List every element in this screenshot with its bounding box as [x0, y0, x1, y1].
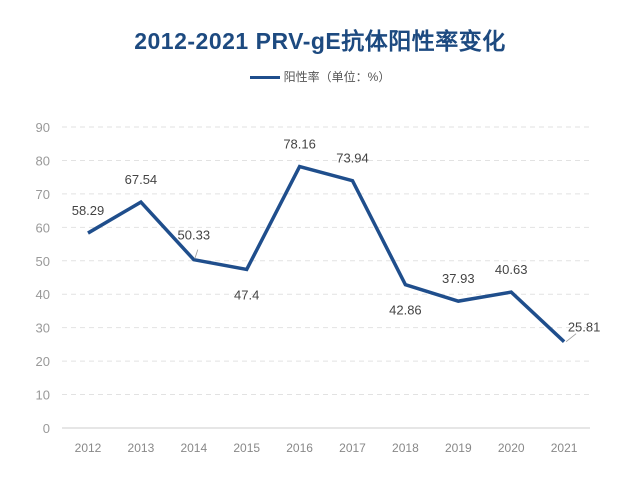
data-label: 58.29: [72, 203, 105, 218]
x-tick-label: 2018: [392, 441, 419, 455]
y-tick-label: 10: [36, 388, 50, 403]
y-tick-label: 80: [36, 153, 50, 168]
series-line: [87, 164, 566, 343]
x-tick-label: 2015: [233, 441, 260, 455]
y-tick-label: 90: [36, 120, 50, 135]
x-tick-label: 2016: [286, 441, 313, 455]
y-tick-label: 0: [43, 421, 50, 436]
data-label: 42.86: [389, 303, 422, 318]
data-label: 73.94: [336, 151, 369, 166]
y-tick-label: 70: [36, 187, 50, 202]
x-tick-label: 2019: [445, 441, 472, 455]
x-tick-label: 2020: [498, 441, 525, 455]
y-tick-label: 40: [36, 287, 50, 302]
data-label: 47.4: [234, 287, 259, 302]
y-tick-label: 30: [36, 321, 50, 336]
leader-line: [565, 333, 577, 342]
data-label: 25.81: [568, 320, 601, 335]
x-tick-label: 2021: [551, 441, 578, 455]
y-tick-label: 60: [36, 220, 50, 235]
y-tick-label: 50: [36, 254, 50, 269]
data-label: 50.33: [178, 228, 211, 243]
legend: 阳性率（单位：%）: [0, 68, 640, 85]
x-tick-label: 2014: [180, 441, 207, 455]
legend-label: 阳性率（单位：%）: [283, 70, 391, 84]
data-label: 40.63: [495, 262, 528, 277]
data-label: 67.54: [125, 172, 158, 187]
data-label: 37.93: [442, 271, 475, 286]
y-tick-label: 20: [36, 354, 50, 369]
x-tick-label: 2013: [128, 441, 155, 455]
leader-line: [194, 249, 199, 259]
legend-swatch: [249, 76, 280, 80]
data-label: 78.16: [283, 137, 316, 152]
chart-title: 2012-2021 PRV-gE抗体阳性率变化: [134, 28, 506, 54]
x-tick-label: 2017: [339, 441, 366, 455]
x-tick-label: 2012: [75, 441, 102, 455]
